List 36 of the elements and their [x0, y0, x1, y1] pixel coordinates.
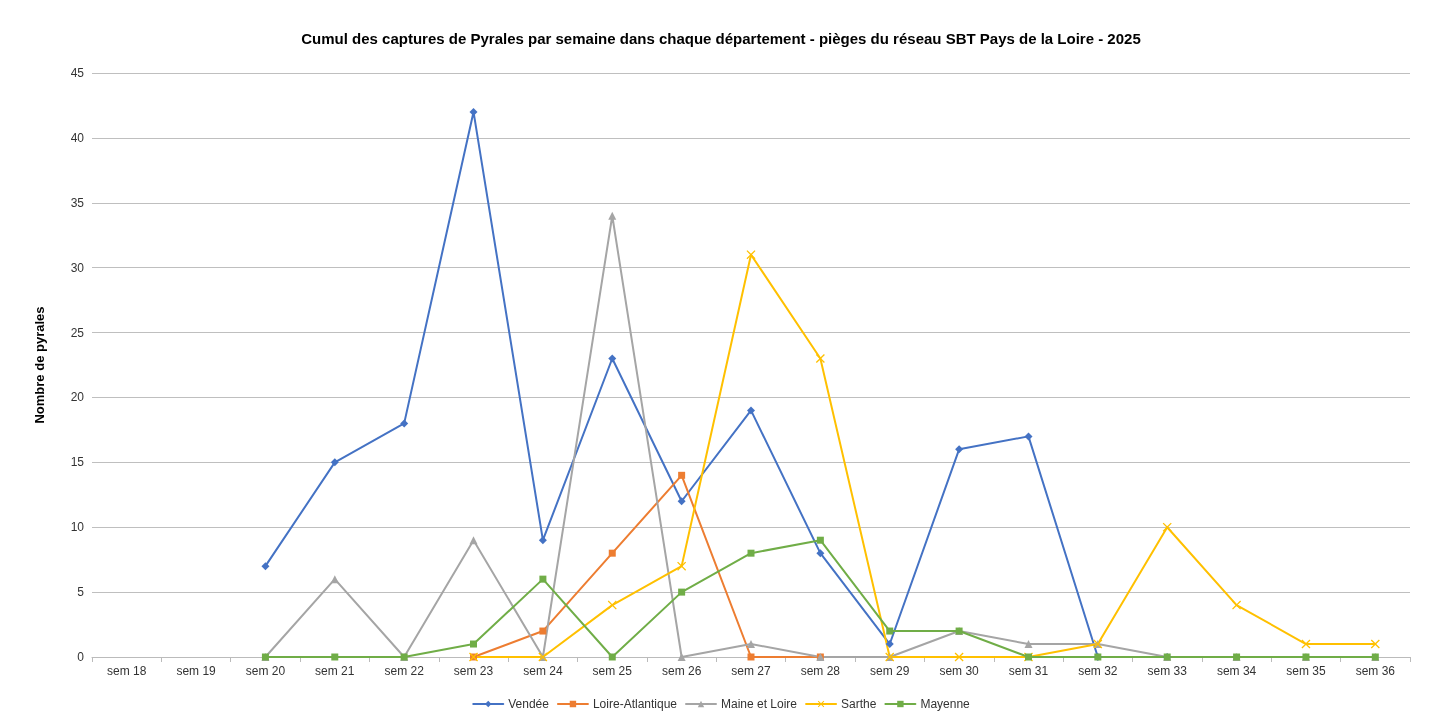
- y-tick-label: 25: [70, 325, 85, 340]
- y-tick-label: 10: [70, 520, 85, 535]
- x-tick-label: sem 24: [523, 664, 563, 678]
- legend-label: Maine et Loire: [721, 697, 798, 711]
- x-tick-label: sem 32: [1078, 664, 1118, 678]
- y-tick-label: 0: [77, 650, 85, 664]
- x-tick-label: sem 31: [1008, 664, 1049, 678]
- x-tick-label: sem 22: [384, 664, 425, 678]
- x-tick-label: sem 26: [661, 664, 702, 678]
- y-tick-label: 20: [70, 390, 85, 405]
- x-tick-label: sem 19: [176, 664, 217, 678]
- legend-label: Mayenne: [920, 697, 971, 711]
- y-tick-label: 5: [77, 585, 85, 600]
- y-tick-label: 35: [70, 195, 85, 210]
- x-tick-label: sem 36: [1355, 664, 1396, 678]
- y-tick-label: 45: [70, 66, 85, 80]
- x-tick-label: sem 33: [1147, 664, 1188, 678]
- y-tick-label: 30: [70, 260, 85, 275]
- x-tick-label: sem 25: [592, 664, 633, 678]
- x-tick-label: sem 34: [1216, 664, 1257, 678]
- y-tick-label: 15: [70, 455, 85, 470]
- legend-label: Sarthe: [841, 697, 877, 711]
- x-tick-label: sem 35: [1286, 664, 1326, 678]
- legend-label: Loire-Atlantique: [592, 697, 678, 711]
- x-tick-label: sem 28: [800, 664, 841, 678]
- y-tick-label: 40: [70, 130, 85, 145]
- x-tick-label: sem 18: [107, 664, 147, 678]
- x-tick-label: sem 29: [870, 664, 910, 678]
- x-tick-label: sem 20: [245, 664, 286, 678]
- x-tick-label: sem 30: [939, 664, 980, 678]
- y-axis-title: Nombre de pyrales: [32, 306, 47, 424]
- x-tick-label: sem 27: [731, 664, 771, 678]
- chart-title: Cumul des captures de Pyrales par semaine dans chaque département - pièges du réseau SBT Pays de la Loire - 2025: [301, 30, 1141, 47]
- x-tick-label: sem 23: [453, 664, 494, 678]
- x-tick-label: sem 21: [315, 664, 355, 678]
- legend-label: Vendée: [508, 697, 550, 711]
